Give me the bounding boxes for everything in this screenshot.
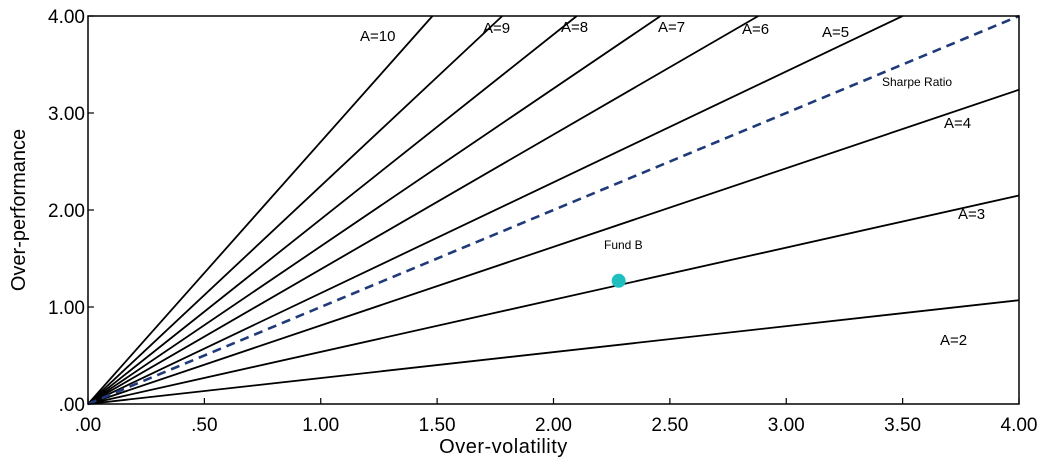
series-label-a-3: A=3 xyxy=(958,206,985,223)
y-tick-label: 3.00 xyxy=(48,104,85,125)
series-label-a-10: A=10 xyxy=(360,28,395,45)
series-lines xyxy=(87,15,1020,405)
x-tick-label: 4.00 xyxy=(1001,415,1038,436)
y-tick-label: 2.00 xyxy=(48,201,85,222)
series-label-a-5: A=5 xyxy=(822,24,849,41)
x-tick-label: 3.50 xyxy=(884,415,921,436)
fund-b-point xyxy=(611,273,626,288)
series-line-a-7 xyxy=(87,15,662,405)
series-label-a-7: A=7 xyxy=(658,19,685,36)
x-tick-label: .50 xyxy=(191,415,217,436)
series-line-a-4 xyxy=(87,88,1020,405)
series-line-a-2 xyxy=(87,299,1020,405)
series-labels: A=2 A=3 A=4 A=5 A=6 A=7 A=8 A=9 A=10 xyxy=(360,19,985,349)
y-tick-label: 1.00 xyxy=(48,298,85,319)
series-line-a-6 xyxy=(87,15,759,405)
series-label-a-8: A=8 xyxy=(561,19,588,36)
series-label-a-2: A=2 xyxy=(940,332,967,349)
series-line-a-5 xyxy=(87,15,904,405)
x-tick-label: .00 xyxy=(75,415,101,436)
x-tick-label: 2.50 xyxy=(651,415,688,436)
sharpe-ratio-label: Sharpe Ratio xyxy=(882,75,952,89)
x-axis-title: Over-volatility xyxy=(439,436,568,457)
x-tick-label: 2.00 xyxy=(535,415,572,436)
y-tick-label: 4.00 xyxy=(48,7,85,28)
series-label-a-9: A=9 xyxy=(483,20,510,37)
series-label-a-6: A=6 xyxy=(742,21,769,38)
x-tick-label: 1.00 xyxy=(302,415,339,436)
series-line-a-8 xyxy=(87,15,578,405)
x-tick-label: 1.50 xyxy=(419,415,456,436)
series-line-a-3 xyxy=(87,194,1020,405)
y-tick-label: .00 xyxy=(59,395,85,416)
y-axis-ticks: .00 1.00 2.00 3.00 4.00 xyxy=(48,7,94,416)
series-line-a-9 xyxy=(87,15,503,405)
x-axis-ticks: .00 .50 1.00 1.50 2.00 2.50 3.00 3.50 4.00 xyxy=(75,398,1038,436)
x-tick-label: 3.00 xyxy=(768,415,805,436)
series-line-a-10 xyxy=(87,15,434,405)
series-label-a-4: A=4 xyxy=(944,115,971,132)
y-axis-title: Over-performance xyxy=(8,129,30,291)
fund-b-label: Fund B xyxy=(604,238,643,252)
sharpe-ratio-line xyxy=(87,14,1020,406)
